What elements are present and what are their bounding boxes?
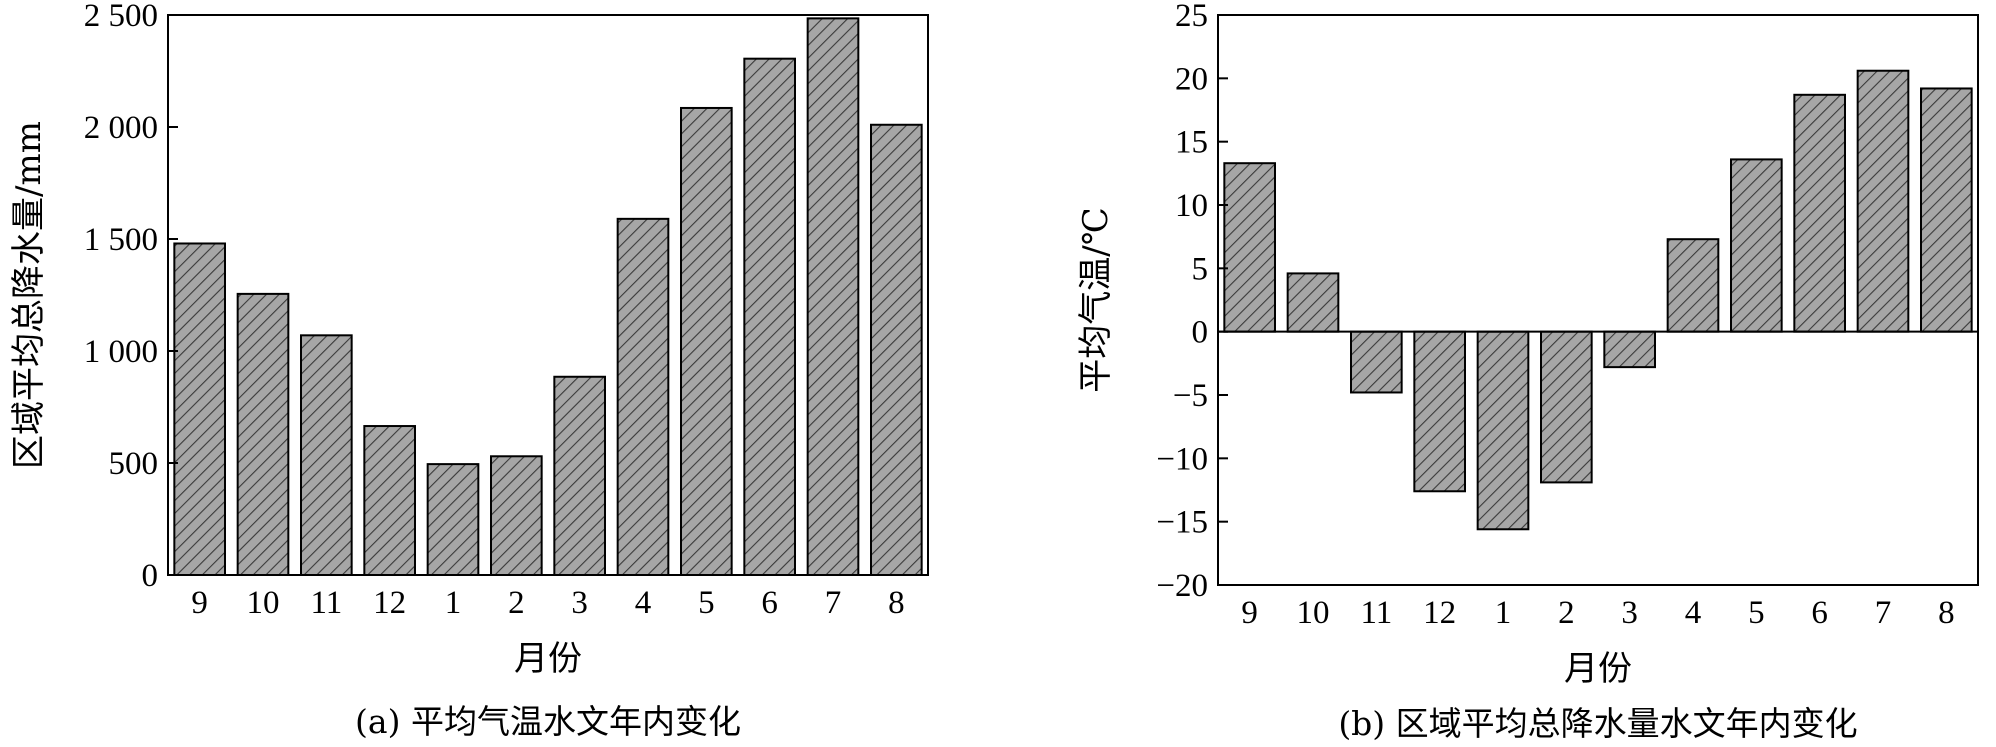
chart-a-x-axis-title: 月份 [514,639,582,679]
chart-a-bar [743,57,796,577]
chart-b-y-tick-label: 5 [1192,251,1209,287]
chart-a-caption: (a) 平均气温水文年内变化 [355,702,741,741]
chart-a-bar [173,242,226,576]
chart-a-y-tick-label: 1 000 [84,334,158,370]
chart-a-bar [236,292,290,576]
chart-a-y-tick-label: 1 500 [84,222,158,258]
chart-b-bar [1666,238,1720,333]
chart-b-frame [1217,14,1979,586]
chart-b-x-tick-label: 4 [1685,595,1702,631]
chart-b-x-tick-label: 5 [1748,595,1765,631]
chart-a-bar [680,106,733,577]
chart-a-y-tick-label: 2 000 [84,110,158,146]
chart-b-y-axis: −20 −15 −10 −5 0 5 10 15 20 25 [1156,0,1228,604]
chart-a-y-axis-title: 区域平均总降水量/mm [9,121,49,469]
chart-b-x-tick-label: 2 [1558,595,1575,631]
chart-b-x-tick-label: 3 [1621,595,1638,631]
chart-a-x-tick-label: 8 [888,585,905,621]
chart-a-bar [806,17,860,577]
chart-a-bar [616,217,670,576]
chart-a-x-tick-label: 11 [310,585,342,621]
chart-b-x-tick-label: 1 [1495,595,1512,631]
chart-b-y-tick-label: −5 [1173,378,1208,414]
chart-b-x-axis-title: 月份 [1564,649,1632,689]
chart-a-x-tick-label: 2 [508,585,525,621]
chart-a-x-tick-label: 10 [247,585,280,621]
chart-b-bar [1350,330,1403,394]
chart-b-bar [1856,69,1910,333]
chart-a-x-tick-label: 9 [191,585,208,621]
chart-a-x-tick-label: 7 [825,585,842,621]
chart-a-bars [173,17,923,577]
chart-b-bar [1793,93,1847,333]
chart-b-y-tick-label: 25 [1175,0,1208,34]
chart-b-bar [1413,330,1467,493]
chart-b-bar [1730,158,1783,333]
chart-a-bar [870,123,923,576]
chart-b-x-tick-label: 8 [1938,595,1955,631]
chart-b-x-tick-label: 9 [1241,595,1258,631]
chart-a-x-tick-label: 5 [698,585,715,621]
chart-b-bar [1223,162,1277,333]
chart-a-bar [490,455,543,576]
chart-b-bars [1223,69,1973,531]
chart-b-bar [1603,330,1657,369]
chart-a-bar [426,463,480,576]
chart-b-bar [1920,87,1973,333]
chart-b-y-tick-label: 0 [1192,315,1209,351]
chart-a-frame [167,14,929,576]
chart-b-y-axis-title: 平均气温/℃ [1076,207,1116,393]
chart-b-bar [1286,272,1340,333]
chart-b-x-tick-label: 6 [1811,595,1828,631]
chart-b-x-tick-label: 12 [1423,595,1456,631]
chart-a-y-tick-label: 2 500 [84,0,158,34]
chart-a-y-tick-label: 0 [142,558,159,594]
chart-a-x-tick-label: 6 [761,585,778,621]
chart-a-x-tick-label: 1 [445,585,462,621]
chart-a-bar [300,334,353,576]
chart-a-bar [363,425,417,577]
chart-a-x-tick-label: 4 [635,585,652,621]
chart-b-y-tick-label: −20 [1156,568,1208,604]
chart-a-x-axis: 9 10 11 12 1 2 3 4 5 6 7 8 [191,585,904,621]
chart-b-x-axis: 9 10 11 12 1 2 3 4 5 6 7 8 [1241,595,1954,631]
chart-b-caption: (b) 区域平均总降水量水文年内变化 [1338,704,1857,743]
chart-a-y-axis: 0 500 1 000 1 500 2 000 2 500 [84,0,178,594]
chart-b-x-tick-label: 10 [1297,595,1330,631]
chart-b-y-tick-label: 15 [1175,125,1208,161]
chart-b-y-tick-label: 20 [1175,61,1208,97]
chart-a-x-tick-label: 12 [373,585,406,621]
chart-b-y-tick-label: −15 [1156,505,1208,541]
chart-b-bar [1476,330,1530,531]
chart-b-x-tick-label: 7 [1875,595,1892,631]
chart-b-y-tick-label: −10 [1156,441,1208,477]
chart-b-bar [1540,330,1593,484]
chart-a-x-tick-label: 3 [571,585,588,621]
chart-a-bar [553,375,606,577]
chart-b-y-tick-label: 10 [1175,188,1208,224]
chart-a-y-tick-label: 500 [109,446,159,482]
chart-b-x-tick-label: 11 [1360,595,1392,631]
